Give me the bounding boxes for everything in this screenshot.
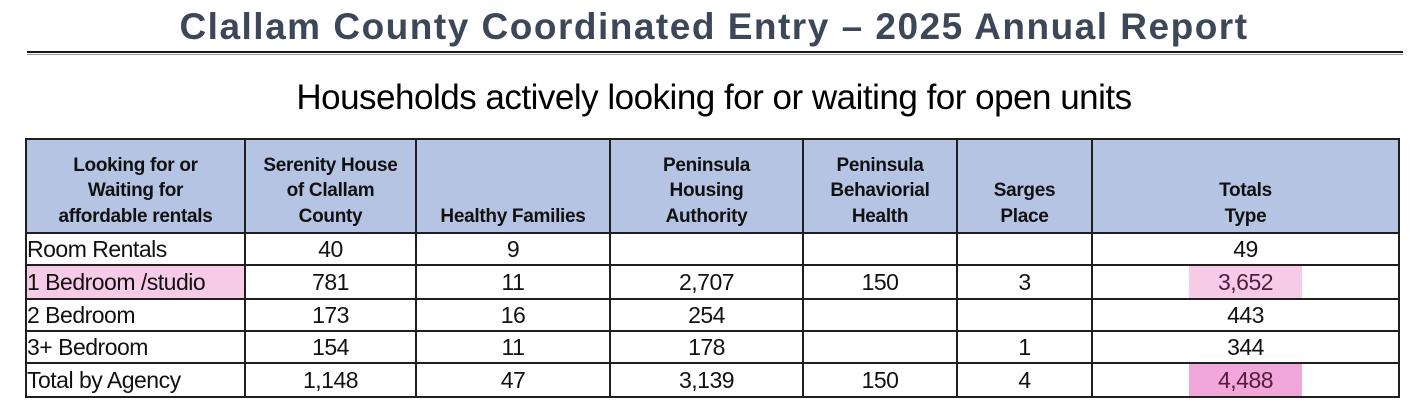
cell-peninsula-housing-authority: 178 [609, 330, 804, 364]
cell-totals-type: 4,488 [1091, 362, 1400, 398]
cell-serenity-house: 154 [244, 330, 417, 364]
row-label: 2 Bedroom [25, 298, 246, 332]
col-header-sarges-place: Sarges Place [956, 138, 1093, 234]
table-row-2-bedroom: 2 Bedroom 173 16 254 443 [25, 298, 1400, 332]
cell-peninsula-housing-authority: 3,139 [609, 362, 804, 398]
col-header-looking-for: Looking for or Waiting for affordable re… [25, 138, 246, 234]
households-table: Looking for or Waiting for affordable re… [25, 138, 1400, 398]
cell-serenity-house: 173 [244, 298, 417, 332]
col-header-healthy-families: Healthy Families [415, 138, 611, 234]
cell-healthy-families: 16 [415, 298, 611, 332]
row-label: 3+ Bedroom [25, 330, 246, 364]
cell-totals-type: 443 [1091, 298, 1400, 332]
table-body: Room Rentals 40 9 49 1 Bedroom /studio 7… [25, 232, 1400, 398]
col-header-serenity-house: Serenity House of Clallam County [244, 138, 417, 234]
table-row-3plus-bedroom: 3+ Bedroom 154 11 178 1 344 [25, 330, 1400, 364]
report-title: Clallam County Coordinated Entry – 2025 … [179, 6, 1249, 47]
table-row-1-bedroom-studio: 1 Bedroom /studio 781 11 2,707 150 3 3,6… [25, 264, 1400, 300]
cell-sarges-place: 1 [956, 330, 1093, 364]
cell-peninsula-behaviorial-health: 150 [802, 264, 958, 300]
cell-healthy-families: 47 [415, 362, 611, 398]
table-subtitle: Households actively looking for or waiti… [296, 78, 1132, 117]
cell-peninsula-behaviorial-health: 150 [802, 362, 958, 398]
cell-totals-type: 3,652 [1091, 264, 1400, 300]
cell-peninsula-housing-authority: 2,707 [609, 264, 804, 300]
cell-peninsula-behaviorial-health [802, 330, 958, 364]
cell-peninsula-behaviorial-health [802, 298, 958, 332]
table-row-total-by-agency: Total by Agency 1,148 47 3,139 150 4 4,4… [25, 362, 1400, 398]
col-header-totals-type: Totals Type [1091, 138, 1400, 234]
row-label: 1 Bedroom /studio [25, 264, 246, 300]
cell-peninsula-housing-authority: 254 [609, 298, 804, 332]
col-header-peninsula-behaviorial-health: Peninsula Behaviorial Health [802, 138, 958, 234]
cell-sarges-place: 4 [956, 362, 1093, 398]
cell-sarges-place [956, 298, 1093, 332]
table-row-room-rentals: Room Rentals 40 9 49 [25, 232, 1400, 266]
row-label: Room Rentals [25, 232, 246, 266]
cell-totals-type: 49 [1091, 232, 1400, 266]
cell-healthy-families: 11 [415, 330, 611, 364]
total-value: 3,652 [1188, 267, 1303, 297]
cell-sarges-place: 3 [956, 264, 1093, 300]
cell-serenity-house: 781 [244, 264, 417, 300]
row-label: Total by Agency [25, 362, 246, 398]
total-value: 443 [1227, 301, 1264, 328]
col-header-peninsula-housing-authority: Peninsula Housing Authority [609, 138, 804, 234]
cell-serenity-house: 40 [244, 232, 417, 266]
cell-serenity-house: 1,148 [244, 362, 417, 398]
title-divider [27, 51, 1403, 55]
cell-peninsula-housing-authority [609, 232, 804, 266]
cell-healthy-families: 11 [415, 264, 611, 300]
cell-totals-type: 344 [1091, 330, 1400, 364]
cell-healthy-families: 9 [415, 232, 611, 266]
total-value: 344 [1227, 333, 1264, 360]
total-value: 49 [1233, 235, 1258, 262]
cell-peninsula-behaviorial-health [802, 232, 958, 266]
cell-sarges-place [956, 232, 1093, 266]
table-header: Looking for or Waiting for affordable re… [25, 138, 1400, 234]
total-value: 4,488 [1188, 365, 1303, 395]
header-row: Looking for or Waiting for affordable re… [25, 138, 1400, 234]
